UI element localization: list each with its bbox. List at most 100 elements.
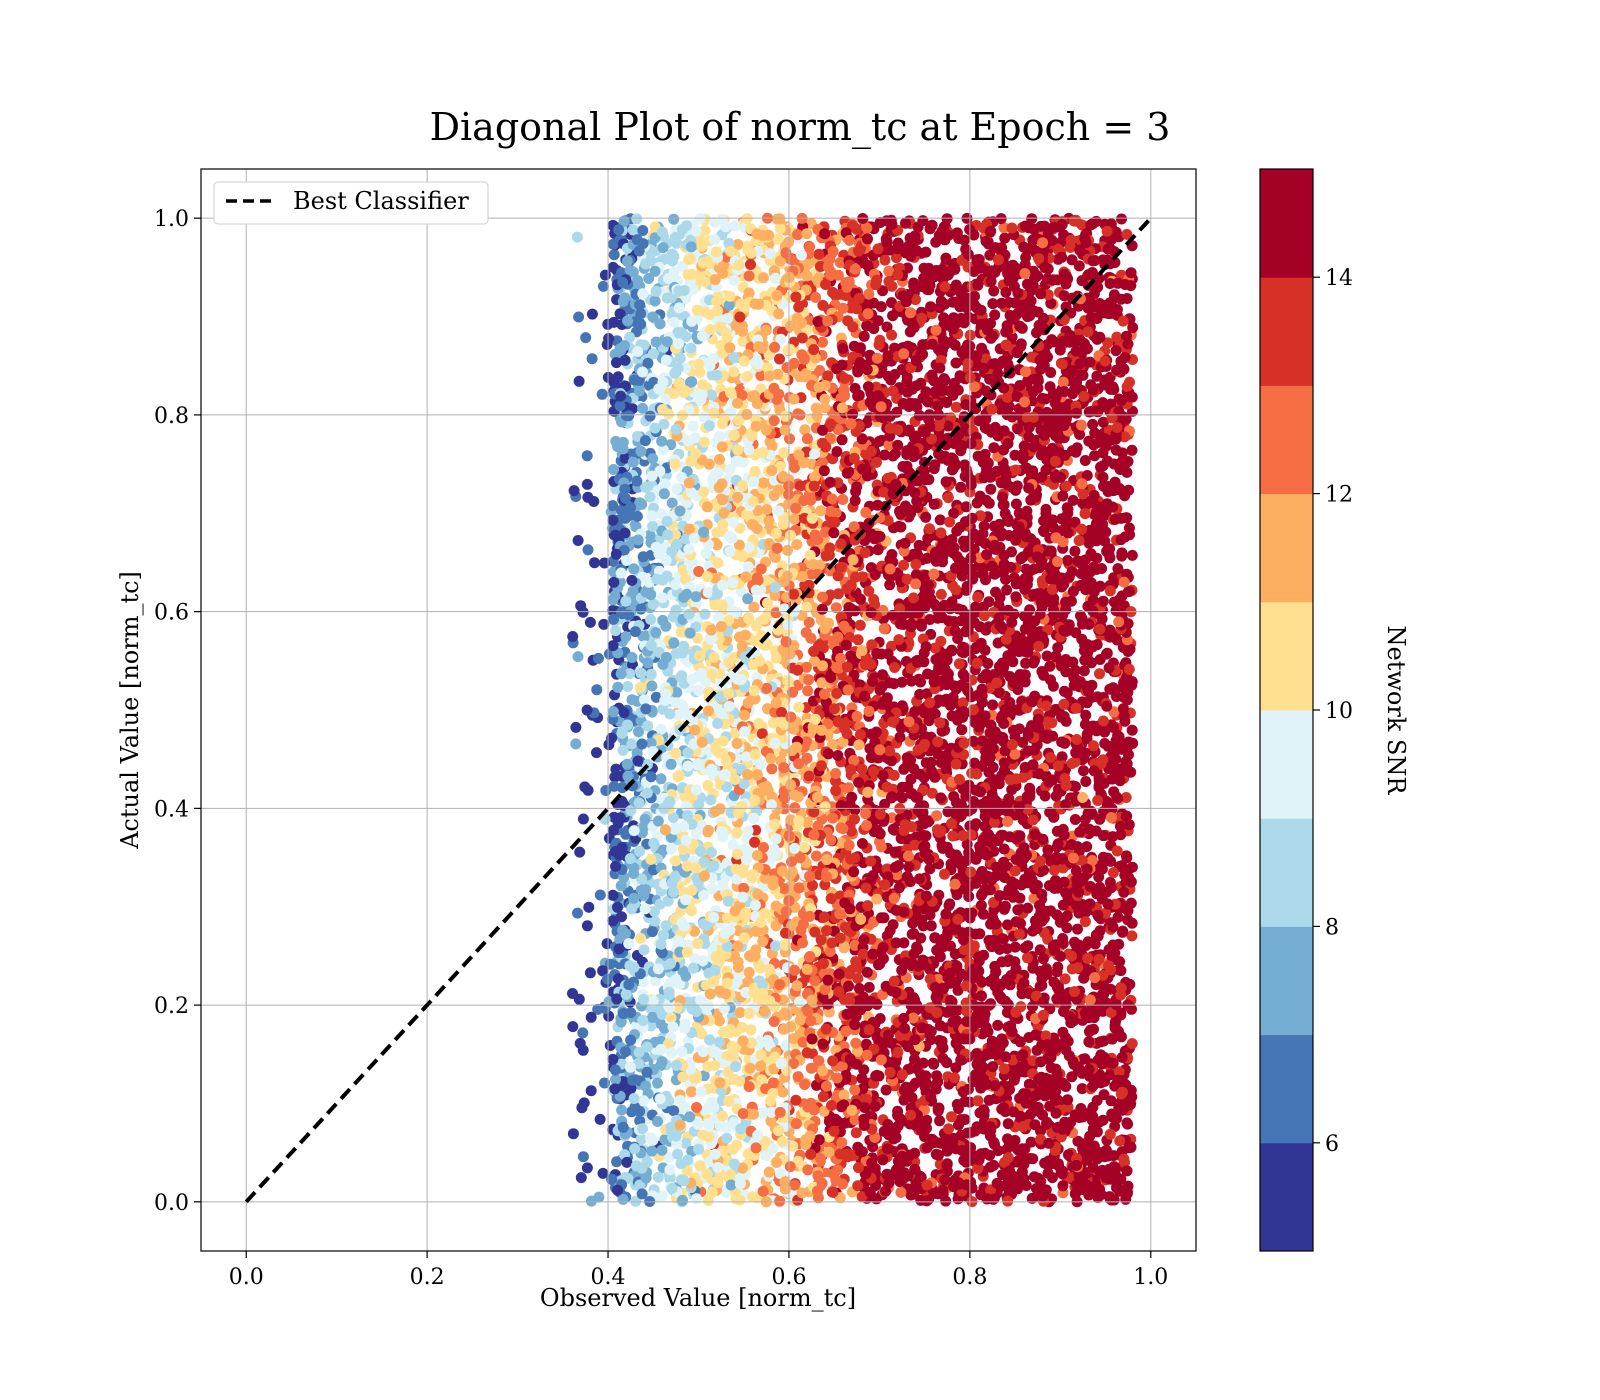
scatter-point: [790, 1118, 802, 1130]
scatter-point: [639, 903, 651, 915]
scatter-point: [692, 759, 703, 771]
scatter-point: [567, 1128, 579, 1140]
scatter-point: [896, 676, 908, 688]
scatter-point: [855, 593, 866, 605]
scatter-point: [748, 601, 760, 613]
scatter-point: [915, 932, 927, 944]
scatter-point: [610, 357, 622, 369]
scatter-point: [934, 1115, 946, 1127]
scatter-point: [770, 940, 782, 952]
scatter-point: [1092, 930, 1104, 942]
scatter-point: [1079, 718, 1091, 730]
scatter-point: [630, 1195, 642, 1207]
scatter-point: [863, 288, 875, 300]
scatter-point: [949, 339, 961, 351]
scatter-point: [1116, 547, 1128, 559]
scatter-point: [909, 1053, 920, 1065]
scatter-point: [652, 1171, 664, 1183]
scatter-point: [667, 611, 679, 623]
scatter-point: [934, 514, 946, 526]
scatter-point: [950, 401, 962, 413]
scatter-point: [886, 297, 897, 309]
scatter-point: [1079, 916, 1091, 928]
scatter-point: [829, 288, 841, 300]
scatter-point: [582, 544, 594, 556]
scatter-point: [756, 728, 768, 740]
scatter-point: [865, 855, 877, 867]
scatter-point: [1001, 584, 1013, 596]
scatter-point: [581, 450, 593, 462]
scatter-point: [1080, 776, 1092, 787]
scatter-point: [892, 237, 904, 249]
scatter-point: [570, 721, 582, 733]
scatter-point: [770, 920, 782, 932]
scatter-point: [1111, 845, 1123, 857]
scatter-point: [802, 258, 814, 270]
scatter-point: [591, 684, 603, 696]
scatter-point: [666, 497, 678, 509]
scatter-point: [1126, 1038, 1138, 1050]
scatter-point: [948, 791, 960, 802]
scatter-point: [681, 1165, 693, 1177]
scatter-point: [811, 410, 823, 422]
scatter-point: [731, 738, 743, 749]
scatter-point: [583, 901, 595, 913]
scatter-point: [1077, 1053, 1089, 1065]
scatter-point: [974, 928, 986, 940]
scatter-point: [622, 681, 634, 692]
scatter-point: [591, 747, 602, 759]
scatter-point: [1121, 293, 1133, 304]
scatter-point: [963, 881, 975, 893]
scatter-point: [803, 674, 815, 686]
scatter-point: [832, 631, 844, 643]
scatter-point: [950, 279, 962, 291]
scatter-point: [584, 616, 596, 628]
scatter-point: [817, 299, 829, 311]
scatter-point: [663, 1151, 675, 1163]
scatter-point: [832, 588, 844, 600]
scatter-point: [711, 539, 723, 551]
scatter-point: [705, 847, 717, 858]
scatter-point: [570, 738, 582, 750]
scatter-point: [837, 494, 849, 505]
scatter-point: [1093, 871, 1105, 883]
scatter-point: [992, 1019, 1004, 1031]
scatter-points: [567, 212, 1139, 1208]
scatter-point: [619, 354, 631, 366]
scatter-point: [944, 898, 956, 910]
scatter-point: [577, 1027, 589, 1039]
scatter-point: [690, 225, 702, 237]
scatter-point: [814, 365, 826, 376]
scatter-point: [683, 254, 695, 266]
scatter-point: [852, 366, 864, 378]
scatter-point: [968, 940, 980, 952]
scatter-point: [1061, 910, 1073, 922]
scatter-point: [1097, 416, 1109, 428]
scatter-point: [599, 1077, 610, 1089]
scatter-point: [830, 785, 842, 797]
scatter-point: [649, 295, 661, 307]
scatter-point: [608, 249, 620, 261]
scatter-point: [728, 352, 740, 363]
scatter-point: [889, 342, 900, 354]
scatter-point: [836, 434, 848, 446]
scatter-point: [1009, 748, 1021, 760]
scatter-point: [577, 1151, 589, 1163]
scatter-point: [850, 1127, 862, 1139]
scatter-point: [729, 773, 741, 785]
scatter-point: [594, 889, 606, 901]
scatter-point: [898, 937, 910, 949]
scatter-point: [792, 1071, 804, 1083]
scatter-point: [898, 559, 910, 571]
scatter-point: [837, 736, 849, 748]
scatter-point: [1076, 1083, 1088, 1095]
scatter-point: [935, 635, 947, 647]
scatter-point: [1045, 297, 1057, 309]
scatter-point: [706, 1186, 718, 1198]
scatter-point: [603, 648, 615, 660]
scatter-point: [598, 618, 610, 630]
scatter-point: [617, 744, 629, 756]
scatter-point: [1069, 545, 1081, 557]
scatter-point: [1126, 724, 1138, 736]
scatter-point: [1078, 765, 1089, 777]
